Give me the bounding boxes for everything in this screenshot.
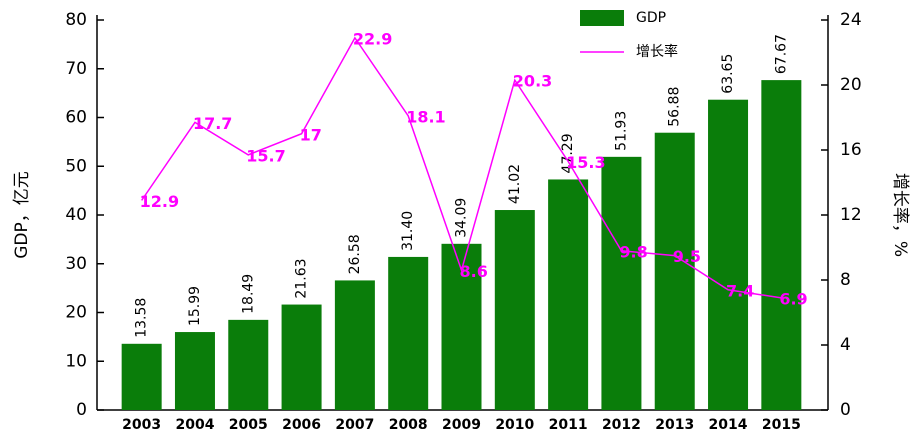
x-tick-label: 2013 — [655, 417, 694, 433]
y2-tick-label: 0 — [840, 400, 851, 420]
x-tick-label: 2007 — [335, 417, 374, 433]
bar-value-label: 21.63 — [294, 258, 310, 298]
y2-tick-label: 20 — [840, 75, 862, 95]
x-tick-label: 2010 — [495, 417, 534, 433]
legend-label: 增长率 — [636, 43, 678, 60]
y2-tick-label: 8 — [840, 270, 851, 290]
bar-value-label: 34.09 — [454, 198, 470, 238]
bar-value-label: 31.40 — [400, 211, 416, 251]
y2-tick-label: 4 — [840, 335, 851, 355]
bar — [334, 280, 375, 410]
y-tick-label: 80 — [65, 10, 87, 30]
x-tick-label: 2004 — [175, 417, 214, 433]
bar — [761, 80, 802, 410]
x-tick-label: 2006 — [282, 417, 321, 433]
x-tick-label: 2012 — [602, 417, 641, 433]
bar — [601, 156, 642, 410]
y2-tick-label: 12 — [840, 205, 862, 225]
bar-value-label: 47.29 — [560, 133, 576, 173]
bar — [654, 132, 695, 410]
line-value-label: 6.9 — [779, 289, 807, 308]
x-tick-label: 2015 — [762, 417, 801, 433]
y-tick-label: 50 — [65, 156, 87, 176]
bar — [708, 99, 749, 411]
line-value-label: 20.3 — [513, 72, 552, 91]
y-tick-label: 30 — [65, 254, 87, 274]
line-value-label: 15.7 — [246, 146, 285, 165]
x-tick-label: 2011 — [549, 417, 588, 433]
bar — [548, 179, 589, 410]
line-value-label: 22.9 — [353, 29, 392, 48]
bar-value-label: 13.58 — [134, 298, 150, 338]
x-tick-label: 2009 — [442, 417, 481, 433]
bar — [494, 210, 535, 410]
y2-tick-label: 24 — [840, 10, 862, 30]
line-value-label: 8.6 — [460, 262, 488, 281]
bar-value-label: 56.88 — [667, 87, 683, 127]
line-value-label: 7.4 — [726, 281, 754, 300]
bar — [228, 319, 269, 410]
line-value-label: 9.5 — [673, 247, 701, 266]
x-tick-label: 2014 — [709, 417, 748, 433]
bar-value-label: 67.67 — [773, 34, 789, 74]
line-value-label: 9.8 — [619, 242, 647, 261]
bar — [121, 343, 162, 410]
bar-value-label: 63.65 — [720, 54, 736, 94]
bar-value-label: 18.49 — [240, 274, 256, 314]
y-tick-label: 20 — [65, 303, 87, 323]
bar — [281, 304, 322, 410]
y-axis-title: GDP，亿元 — [12, 171, 32, 259]
y-tick-label: 60 — [65, 108, 87, 128]
bar-value-label: 41.02 — [507, 164, 523, 204]
y2-axis-title: 增长率，% — [890, 173, 910, 257]
y2-tick-label: 16 — [840, 140, 862, 160]
y-tick-label: 40 — [65, 205, 87, 225]
bar-value-label: 15.99 — [187, 286, 203, 326]
bar-value-label: 51.93 — [613, 111, 629, 151]
line — [141, 36, 782, 299]
line-value-label: 17 — [300, 125, 322, 144]
line-value-label: 12.9 — [140, 192, 179, 211]
y-tick-label: 70 — [65, 59, 87, 79]
line-value-label: 18.1 — [406, 107, 445, 126]
x-tick-label: 2005 — [229, 417, 268, 433]
bar — [388, 256, 429, 410]
y-tick-label: 10 — [65, 351, 87, 371]
bar-value-label: 26.58 — [347, 234, 363, 274]
legend-label: GDP — [636, 10, 666, 26]
line-value-label: 17.7 — [193, 114, 232, 133]
x-tick-label: 2008 — [389, 417, 428, 433]
y-tick-label: 0 — [76, 400, 87, 420]
line-value-label: 15.3 — [566, 153, 605, 172]
bar — [174, 332, 215, 410]
x-tick-label: 2003 — [122, 417, 161, 433]
legend-swatch — [580, 10, 624, 26]
